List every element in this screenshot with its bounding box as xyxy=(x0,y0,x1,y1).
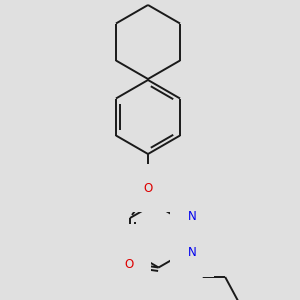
Text: N: N xyxy=(188,247,197,260)
Text: O: O xyxy=(143,182,153,194)
Text: Cl: Cl xyxy=(110,242,122,254)
Text: N: N xyxy=(188,209,197,223)
Text: O: O xyxy=(124,258,133,271)
